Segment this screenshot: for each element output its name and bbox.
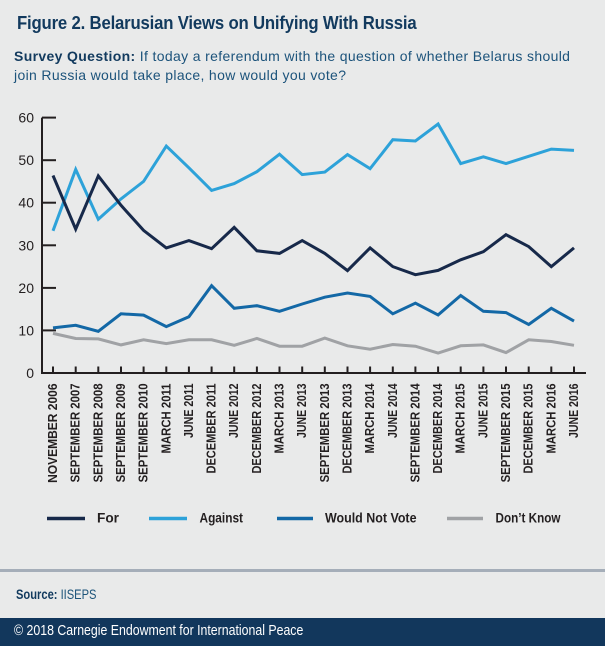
- svg-text:50: 50: [18, 152, 34, 168]
- svg-text:40: 40: [18, 195, 34, 211]
- svg-text:JUNE 2013: JUNE 2013: [294, 384, 309, 439]
- svg-text:NOVEMBER 2006: NOVEMBER 2006: [45, 384, 60, 483]
- svg-text:20: 20: [18, 280, 34, 296]
- svg-text:SEPTEMBER 2007: SEPTEMBER 2007: [68, 384, 83, 483]
- svg-text:Don’t Know: Don’t Know: [496, 510, 561, 526]
- svg-text:JUNE 2015: JUNE 2015: [475, 384, 490, 439]
- svg-text:JUNE 2012: JUNE 2012: [226, 384, 241, 439]
- svg-text:MARCH 2015: MARCH 2015: [453, 384, 468, 454]
- svg-text:DECEMBER 2014: DECEMBER 2014: [430, 383, 445, 474]
- svg-text:10: 10: [18, 322, 34, 338]
- svg-text:SEPTEMBER 2015: SEPTEMBER 2015: [498, 384, 513, 483]
- svg-text:Against: Against: [200, 510, 244, 526]
- svg-text:60: 60: [18, 110, 34, 126]
- svg-text:JUNE 2011: JUNE 2011: [181, 384, 196, 439]
- svg-text:SEPTEMBER 2014: SEPTEMBER 2014: [407, 383, 422, 483]
- svg-text:DECEMBER 2013: DECEMBER 2013: [340, 384, 355, 474]
- svg-text:30: 30: [18, 237, 34, 253]
- svg-text:MARCH 2014: MARCH 2014: [362, 383, 377, 454]
- svg-text:SEPTEMBER 2008: SEPTEMBER 2008: [90, 384, 105, 483]
- svg-text:0: 0: [26, 365, 34, 381]
- svg-text:MARCH 2011: MARCH 2011: [158, 384, 173, 454]
- svg-text:SEPTEMBER 2013: SEPTEMBER 2013: [317, 384, 332, 483]
- svg-text:SEPTEMBER 2010: SEPTEMBER 2010: [136, 384, 151, 483]
- svg-text:For: For: [97, 510, 120, 526]
- svg-text:DECEMBER 2015: DECEMBER 2015: [521, 384, 536, 474]
- svg-text:JUNE 2014: JUNE 2014: [385, 383, 400, 438]
- svg-text:MARCH 2013: MARCH 2013: [272, 384, 287, 454]
- svg-text:DECEMBER 2012: DECEMBER 2012: [249, 384, 264, 474]
- svg-text:MARCH 2016: MARCH 2016: [543, 384, 558, 454]
- svg-text:JUNE 2016: JUNE 2016: [566, 384, 581, 439]
- svg-text:DECEMBER 2011: DECEMBER 2011: [204, 384, 219, 474]
- svg-text:SEPTEMBER 2009: SEPTEMBER 2009: [113, 384, 128, 483]
- svg-text:Would Not Vote: Would Not Vote: [325, 510, 417, 526]
